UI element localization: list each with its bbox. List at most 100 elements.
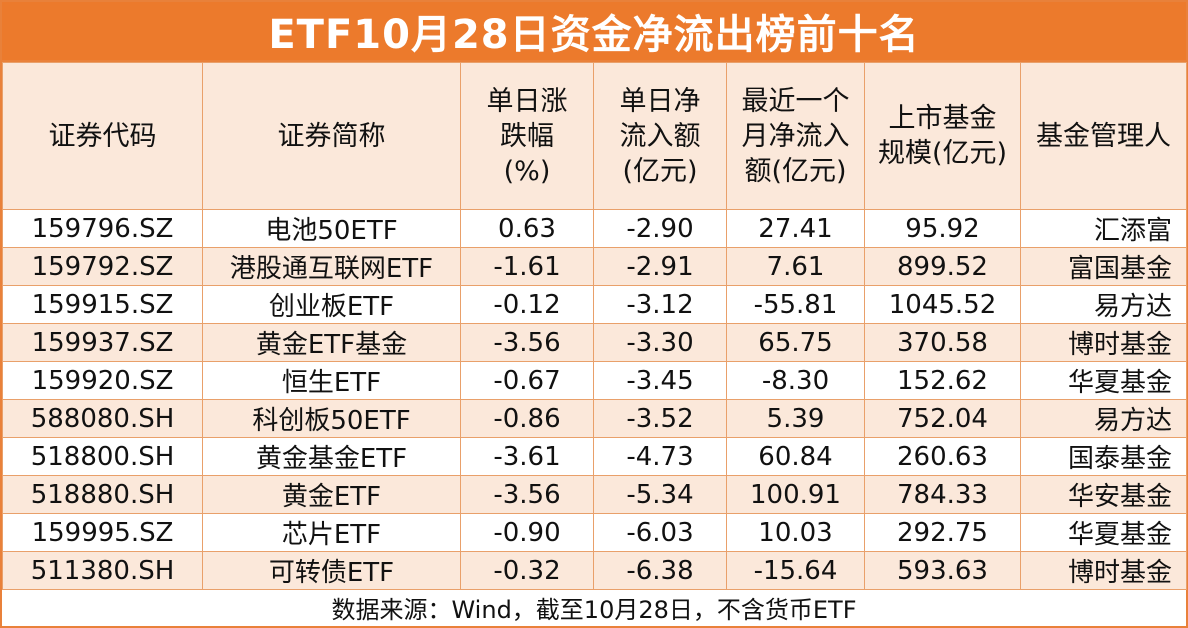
- cell-daily-change: -3.56: [460, 323, 594, 362]
- header-line: (%): [503, 155, 551, 187]
- cell-security-code: 159915.SZ: [2, 285, 203, 324]
- cell-monthly-net-inflow: -8.30: [726, 361, 865, 400]
- cell-security-code: 518800.SH: [2, 437, 203, 476]
- table-row: 518800.SH 黄金基金ETF -3.61 -4.73 60.84 260.63 国泰基…: [2, 437, 1187, 476]
- cell-monthly-net-inflow: -55.81: [726, 285, 865, 324]
- table-row: 159937.SZ 黄金ETF基金 -3.56 -3.30 65.75 370.58 博时基…: [2, 323, 1187, 362]
- table-row: 159792.SZ 港股通互联网ETF -1.61 -2.91 7.61 899.52 富国…: [2, 247, 1187, 286]
- cell-security-name: 芯片ETF: [202, 513, 461, 552]
- header-line: 基金管理人: [1036, 120, 1171, 152]
- cell-fund-manager: 国泰基金: [1020, 437, 1187, 476]
- cell-fund-manager: 博时基金: [1020, 551, 1187, 590]
- cell-daily-change: -3.56: [460, 475, 594, 514]
- header-line: 流入额: [619, 120, 701, 152]
- cell-fund-size: 370.58: [864, 323, 1021, 362]
- cell-fund-size: 292.75: [864, 513, 1021, 552]
- cell-security-code: 159796.SZ: [2, 209, 203, 248]
- cell-daily-net-inflow: -6.38: [593, 551, 727, 590]
- header-daily-change: 单日涨 跌幅 (%): [460, 62, 594, 210]
- cell-daily-net-inflow: -4.73: [593, 437, 727, 476]
- cell-security-name: 电池50ETF: [202, 209, 461, 248]
- header-fund-manager: 基金管理人: [1020, 62, 1187, 210]
- table-row: 511380.SH 可转债ETF -0.32 -6.38 -15.64 593.63 博时基…: [2, 551, 1187, 590]
- cell-daily-net-inflow: -2.91: [593, 247, 727, 286]
- table-row: 159915.SZ 创业板ETF -0.12 -3.12 -55.81 1045.52 易方…: [2, 285, 1187, 324]
- cell-security-code: 159920.SZ: [2, 361, 203, 400]
- header-line: 上市基金: [888, 103, 997, 134]
- header-line: 最近一个: [741, 85, 850, 117]
- cell-daily-change: -0.67: [460, 361, 594, 400]
- cell-monthly-net-inflow: 5.39: [726, 399, 865, 438]
- cell-daily-change: 0.63: [460, 209, 594, 248]
- cell-fund-size: 593.63: [864, 551, 1021, 590]
- page-title: ETF10月28日资金净流出榜前十名: [2, 2, 1186, 62]
- cell-fund-size: 899.52: [864, 247, 1021, 286]
- cell-security-code: 159792.SZ: [2, 247, 203, 286]
- cell-security-code: 518880.SH: [2, 475, 203, 514]
- header-line: 单日净: [619, 85, 701, 117]
- cell-fund-manager: 华夏基金: [1020, 513, 1187, 552]
- header-daily-net-inflow: 单日净 流入额 (亿元): [593, 62, 727, 210]
- cell-security-name: 港股通互联网ETF: [202, 247, 461, 286]
- cell-monthly-net-inflow: 10.03: [726, 513, 865, 552]
- cell-monthly-net-inflow: -15.64: [726, 551, 865, 590]
- cell-fund-size: 784.33: [864, 475, 1021, 514]
- cell-fund-size: 260.63: [864, 437, 1021, 476]
- cell-fund-size: 1045.52: [864, 285, 1021, 324]
- cell-security-name: 恒生ETF: [202, 361, 461, 400]
- cell-monthly-net-inflow: 65.75: [726, 323, 865, 362]
- cell-daily-change: -1.61: [460, 247, 594, 286]
- header-line: 跌幅: [500, 120, 554, 152]
- cell-security-code: 588080.SH: [2, 399, 203, 438]
- table-row: 159995.SZ 芯片ETF -0.90 -6.03 10.03 292.75 华夏基金: [2, 513, 1187, 552]
- cell-fund-manager: 华安基金: [1020, 475, 1187, 514]
- cell-fund-manager: 易方达: [1020, 399, 1187, 438]
- cell-daily-net-inflow: -3.30: [593, 323, 727, 362]
- cell-daily-change: -3.61: [460, 437, 594, 476]
- header-line: 单日涨: [486, 85, 568, 117]
- cell-fund-size: 152.62: [864, 361, 1021, 400]
- cell-security-name: 科创板50ETF: [202, 399, 461, 438]
- cell-security-name: 黄金ETF基金: [202, 323, 461, 362]
- cell-monthly-net-inflow: 60.84: [726, 437, 865, 476]
- cell-daily-net-inflow: -3.12: [593, 285, 727, 324]
- header-monthly-net-inflow: 最近一个 月净流入 额(亿元): [726, 62, 865, 210]
- cell-monthly-net-inflow: 100.91: [726, 475, 865, 514]
- cell-security-name: 黄金ETF: [202, 475, 461, 514]
- cell-fund-manager: 富国基金: [1020, 247, 1187, 286]
- header-line: 证券简称: [277, 120, 386, 152]
- cell-security-name: 黄金基金ETF: [202, 437, 461, 476]
- table-row: 159920.SZ 恒生ETF -0.67 -3.45 -8.30 152.62 华夏基金: [2, 361, 1187, 400]
- cell-daily-net-inflow: -5.34: [593, 475, 727, 514]
- cell-monthly-net-inflow: 27.41: [726, 209, 865, 248]
- cell-daily-change: -0.90: [460, 513, 594, 552]
- header-line: (亿元): [622, 155, 698, 187]
- cell-daily-change: -0.32: [460, 551, 594, 590]
- cell-fund-size: 752.04: [864, 399, 1021, 438]
- cell-daily-net-inflow: -3.45: [593, 361, 727, 400]
- cell-fund-manager: 华夏基金: [1020, 361, 1187, 400]
- table-row: 588080.SH 科创板50ETF -0.86 -3.52 5.39 752.04 易方达: [2, 399, 1187, 438]
- cell-fund-manager: 博时基金: [1020, 323, 1187, 362]
- etf-outflow-table: 证券代码 证券简称 单日涨 跌幅 (%) 单日净 流入额 (亿元) 最近一个: [2, 62, 1187, 590]
- cell-daily-change: -0.86: [460, 399, 594, 438]
- cell-daily-net-inflow: -3.52: [593, 399, 727, 438]
- header-line: 证券代码: [48, 120, 157, 152]
- header-fund-size: 上市基金 规模(亿元): [864, 62, 1021, 210]
- cell-daily-net-inflow: -2.90: [593, 209, 727, 248]
- header-line: 月净流入: [741, 120, 850, 152]
- cell-security-name: 可转债ETF: [202, 551, 461, 590]
- cell-security-code: 159995.SZ: [2, 513, 203, 552]
- cell-fund-manager: 易方达: [1020, 285, 1187, 324]
- table-row: 159796.SZ 电池50ETF 0.63 -2.90 27.41 95.92 汇添富: [2, 209, 1187, 248]
- table-row: 518880.SH 黄金ETF -3.56 -5.34 100.91 784.33 华安基金: [2, 475, 1187, 514]
- cell-monthly-net-inflow: 7.61: [726, 247, 865, 286]
- header-security-name: 证券简称: [202, 62, 461, 210]
- cell-daily-change: -0.12: [460, 285, 594, 324]
- header-security-code: 证券代码: [2, 62, 203, 210]
- table-header-row: 证券代码 证券简称 单日涨 跌幅 (%) 单日净 流入额 (亿元) 最近一个: [2, 62, 1187, 210]
- cell-daily-net-inflow: -6.03: [593, 513, 727, 552]
- cell-security-code: 159937.SZ: [2, 323, 203, 362]
- cell-security-name: 创业板ETF: [202, 285, 461, 324]
